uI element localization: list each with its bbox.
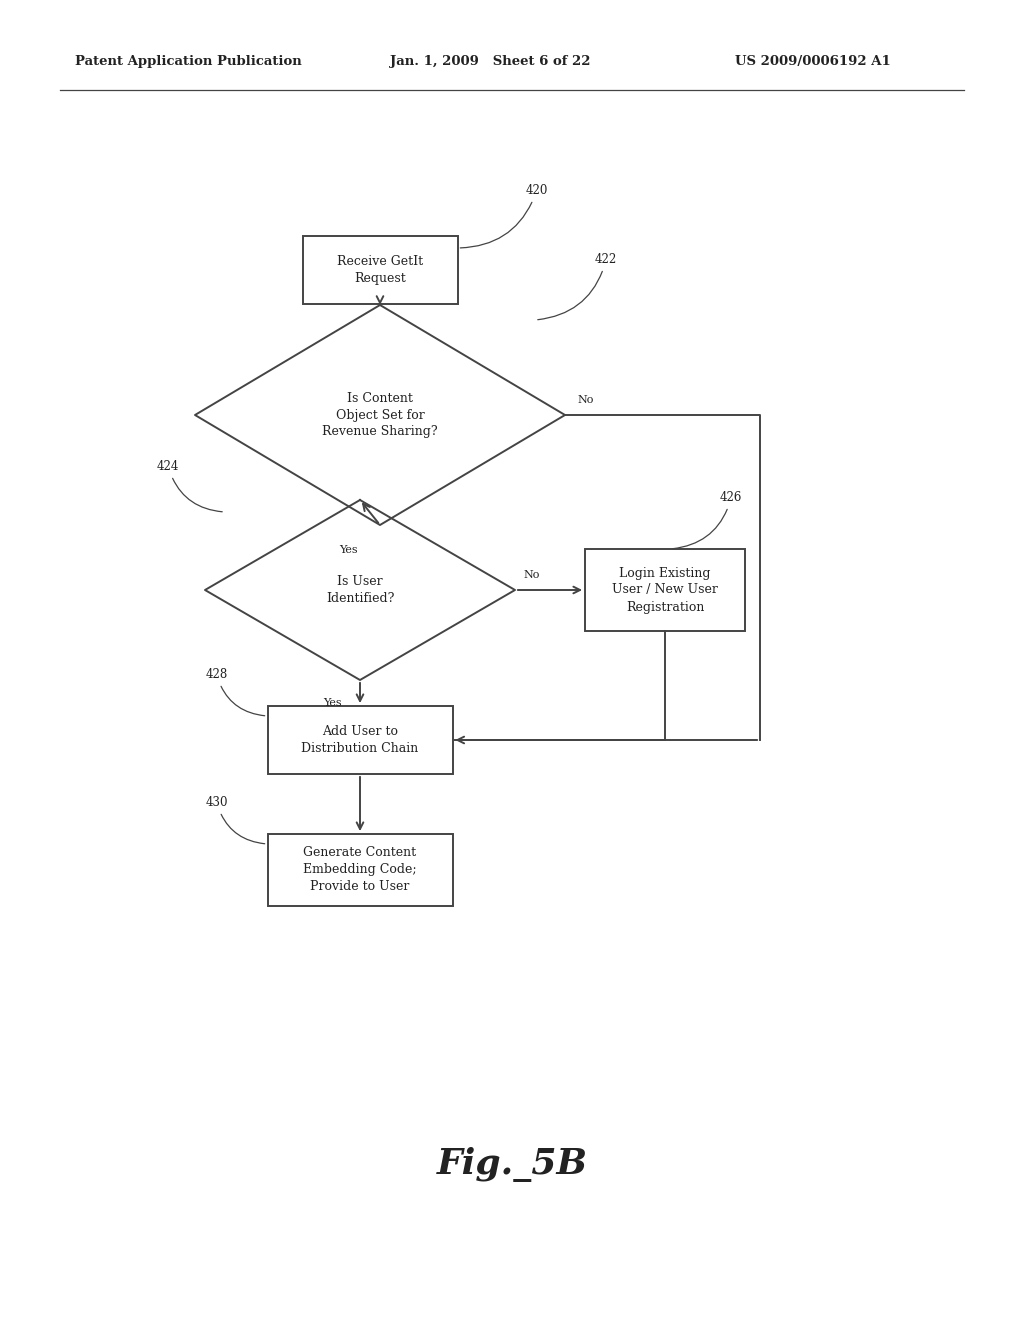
Text: Login Existing
User / New User
Registration: Login Existing User / New User Registrat… — [612, 566, 718, 614]
Text: No: No — [523, 570, 540, 579]
Text: Generate Content
Embedding Code;
Provide to User: Generate Content Embedding Code; Provide… — [303, 846, 417, 894]
Bar — [267, 834, 453, 906]
Text: 428: 428 — [206, 668, 265, 715]
Text: 424: 424 — [157, 459, 222, 512]
Text: Is User
Identified?: Is User Identified? — [326, 576, 394, 605]
Text: Yes: Yes — [339, 545, 358, 554]
Text: No: No — [577, 395, 593, 405]
Text: 430: 430 — [206, 796, 265, 843]
Text: Add User to
Distribution Chain: Add User to Distribution Chain — [301, 725, 419, 755]
Bar — [302, 236, 458, 304]
Text: Receive GetIt
Request: Receive GetIt Request — [337, 255, 423, 285]
Text: 426: 426 — [673, 491, 742, 549]
Text: Fig._5B: Fig._5B — [436, 1147, 588, 1183]
Text: Yes: Yes — [324, 698, 342, 708]
Polygon shape — [205, 500, 515, 680]
Text: 420: 420 — [460, 183, 548, 248]
Bar — [585, 549, 745, 631]
Text: US 2009/0006192 A1: US 2009/0006192 A1 — [735, 55, 891, 69]
Text: Jan. 1, 2009   Sheet 6 of 22: Jan. 1, 2009 Sheet 6 of 22 — [390, 55, 591, 69]
Bar — [267, 706, 453, 774]
Text: Is Content
Object Set for
Revenue Sharing?: Is Content Object Set for Revenue Sharin… — [323, 392, 438, 438]
Text: 422: 422 — [538, 253, 617, 319]
Polygon shape — [195, 305, 565, 525]
Text: Patent Application Publication: Patent Application Publication — [75, 55, 302, 69]
